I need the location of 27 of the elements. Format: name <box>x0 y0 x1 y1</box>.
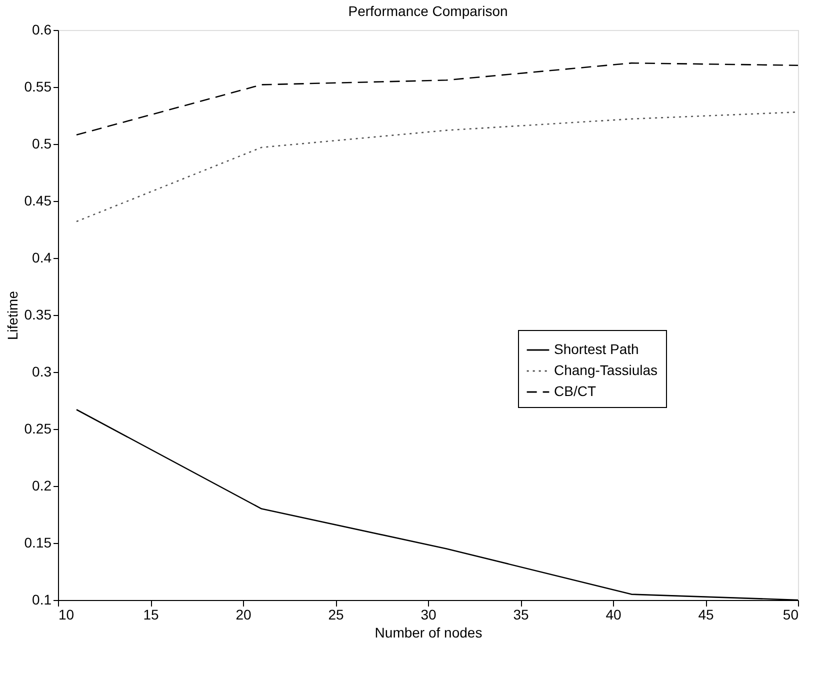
legend-label: CB/CT <box>554 383 596 399</box>
y-axis-title: Lifetime <box>4 290 20 340</box>
x-tick-label: 25 <box>328 606 344 622</box>
y-tick-label: 0.2 <box>32 478 52 494</box>
y-tick-label: 0.55 <box>24 78 52 94</box>
x-tick-label: 20 <box>236 606 252 622</box>
y-tick-label: 0.35 <box>24 306 52 322</box>
legend-label: Shortest Path <box>554 341 639 357</box>
x-tick-label: 30 <box>420 606 436 622</box>
x-tick-label: 10 <box>58 606 74 622</box>
x-axis-title: Number of nodes <box>374 624 482 640</box>
x-tick-label: 40 <box>606 606 622 622</box>
legend-label: Chang-Tassiulas <box>554 362 658 378</box>
y-tick-label: 0.25 <box>24 420 52 436</box>
x-tick-label: 50 <box>782 606 799 622</box>
y-tick-label: 0.15 <box>24 534 52 550</box>
y-tick-label: 0.5 <box>32 136 52 152</box>
line-series <box>76 62 799 136</box>
chart-title: Performance Comparison <box>348 3 508 19</box>
y-tick-label: 0.6 <box>32 22 52 38</box>
y-tick-label: 0.1 <box>32 592 52 608</box>
y-tick-label: 0.4 <box>32 250 52 266</box>
x-tick-label: 45 <box>698 606 714 622</box>
x-tick-label: 15 <box>143 606 159 622</box>
x-tick-label: 35 <box>513 606 529 622</box>
y-tick-label: 0.3 <box>32 364 52 380</box>
y-tick-label: 0.45 <box>24 192 52 208</box>
